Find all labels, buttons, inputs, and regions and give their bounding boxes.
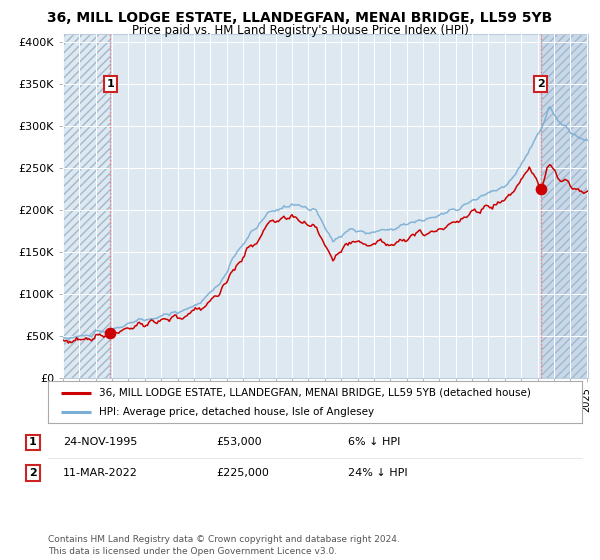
Text: 6% ↓ HPI: 6% ↓ HPI [348,437,400,447]
Text: £225,000: £225,000 [216,468,269,478]
Text: HPI: Average price, detached house, Isle of Anglesey: HPI: Average price, detached house, Isle… [99,407,374,417]
Point [536,185,545,194]
Text: 1: 1 [29,437,37,447]
Text: 36, MILL LODGE ESTATE, LLANDEGFAN, MENAI BRIDGE, LL59 5YB (detached house): 36, MILL LODGE ESTATE, LLANDEGFAN, MENAI… [99,388,530,398]
Text: 1: 1 [106,79,114,89]
Text: 36, MILL LODGE ESTATE, LLANDEGFAN, MENAI BRIDGE, LL59 5YB: 36, MILL LODGE ESTATE, LLANDEGFAN, MENAI… [47,11,553,25]
Text: 2: 2 [537,79,544,89]
Text: 2: 2 [29,468,37,478]
Text: Price paid vs. HM Land Registry's House Price Index (HPI): Price paid vs. HM Land Registry's House … [131,24,469,36]
Text: Contains HM Land Registry data © Crown copyright and database right 2024.
This d: Contains HM Land Registry data © Crown c… [48,535,400,556]
Text: £53,000: £53,000 [216,437,262,447]
Text: 24-NOV-1995: 24-NOV-1995 [63,437,137,447]
Text: 24% ↓ HPI: 24% ↓ HPI [348,468,407,478]
Point [106,329,115,338]
Text: 11-MAR-2022: 11-MAR-2022 [63,468,138,478]
